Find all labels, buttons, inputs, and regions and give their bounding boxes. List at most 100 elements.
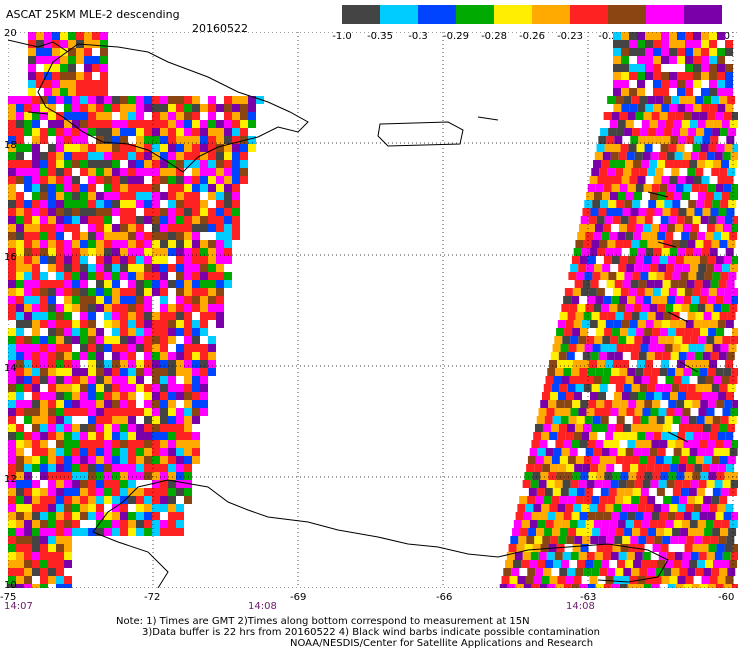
swath-cell (160, 104, 168, 112)
swath-cell (696, 488, 705, 496)
swath-cell (669, 432, 678, 440)
swath-cell (48, 224, 56, 232)
swath-cell (611, 440, 620, 448)
swath-cell (152, 328, 160, 336)
swath-cell (667, 440, 676, 448)
swath-cell (176, 440, 184, 448)
swath-cell (112, 472, 120, 480)
swath-cell (682, 264, 691, 272)
swath-cell (619, 112, 628, 120)
swath-cell (208, 208, 216, 216)
swath-cell (645, 576, 654, 584)
swath-cell (652, 288, 661, 296)
swath-cell (621, 432, 630, 440)
swath-cell (184, 280, 192, 288)
swath-cell (526, 464, 535, 472)
swath-cell (682, 480, 691, 488)
swath-cell (128, 120, 136, 128)
swath-cell (64, 336, 72, 344)
swath-cell (579, 584, 588, 588)
swath-cell (681, 160, 690, 168)
swath-cell (620, 472, 629, 480)
swath-cell (44, 80, 52, 88)
swath-cell (549, 432, 558, 440)
swath-cell (602, 264, 611, 272)
swath-cell (192, 200, 200, 208)
swath-cell (537, 560, 546, 568)
swath-cell (592, 528, 601, 536)
time-label-left: 14:07 (4, 601, 33, 612)
swath-cell (104, 152, 112, 160)
swath-cell (643, 440, 652, 448)
swath-cell (160, 112, 168, 120)
swath-cell (719, 384, 728, 392)
swath-cell (216, 176, 224, 184)
swath-cell (56, 312, 64, 320)
swath-cell (136, 192, 144, 200)
swath-cell (88, 296, 96, 304)
swath-cell (136, 120, 144, 128)
swath-cell (551, 496, 560, 504)
swath-cell (136, 240, 144, 248)
swath-cell (28, 88, 36, 96)
swath-cell (88, 128, 96, 136)
swath-cell (80, 216, 88, 224)
swath-cell (48, 528, 56, 536)
swath-cell (563, 368, 572, 376)
swath-cell (128, 296, 136, 304)
swath-cell (511, 568, 520, 576)
swath-cell (120, 528, 128, 536)
swath-cell (665, 560, 674, 568)
swath-cell (208, 176, 216, 184)
swath-cell (168, 104, 176, 112)
swath-cell (724, 144, 733, 152)
swath-cell (570, 408, 579, 416)
swath-cell (96, 168, 104, 176)
swath-cell (553, 448, 562, 456)
swath-cell (104, 456, 112, 464)
swath-cell (617, 120, 626, 128)
swath-cell (40, 584, 48, 588)
swath-cell (40, 104, 48, 112)
swath-cell (32, 288, 40, 296)
swath-cell (708, 144, 717, 152)
swath-cell (597, 176, 606, 184)
swath-cell (176, 152, 184, 160)
swath-cell (705, 160, 714, 168)
swath-cell (695, 456, 704, 464)
swath-cell (168, 128, 176, 136)
swath-cell (192, 392, 200, 400)
swath-cell (36, 72, 44, 80)
swath-cell (160, 400, 168, 408)
swath-cell (572, 328, 581, 336)
swath-cell (567, 384, 576, 392)
swath-cell (554, 336, 563, 344)
swath-cell (582, 464, 591, 472)
swath-cell (32, 536, 40, 544)
swath-cell (639, 240, 648, 248)
swath-cell (48, 368, 56, 376)
swath-cell (224, 176, 232, 184)
swath-cell (40, 504, 48, 512)
swath-cell (144, 456, 152, 464)
swath-cell (168, 176, 176, 184)
swath-cell (168, 376, 176, 384)
colorbar-label: -0.2 (598, 31, 618, 42)
swath-cell (184, 120, 192, 128)
swath-cell (216, 160, 224, 168)
swath-cell (56, 248, 64, 256)
swath-cell (208, 104, 216, 112)
swath-cell (136, 368, 144, 376)
swath-cell (554, 552, 563, 560)
swath-cell (635, 584, 644, 588)
swath-cell (660, 544, 669, 552)
swath-cell (96, 264, 104, 272)
swath-cell (662, 536, 671, 544)
swath-cell (8, 368, 16, 376)
swath-cell (88, 528, 96, 536)
swath-cell (168, 448, 176, 456)
swath-cell (542, 424, 551, 432)
swath-cell (601, 232, 610, 240)
swath-cell (144, 328, 152, 336)
swath-cell (657, 304, 666, 312)
